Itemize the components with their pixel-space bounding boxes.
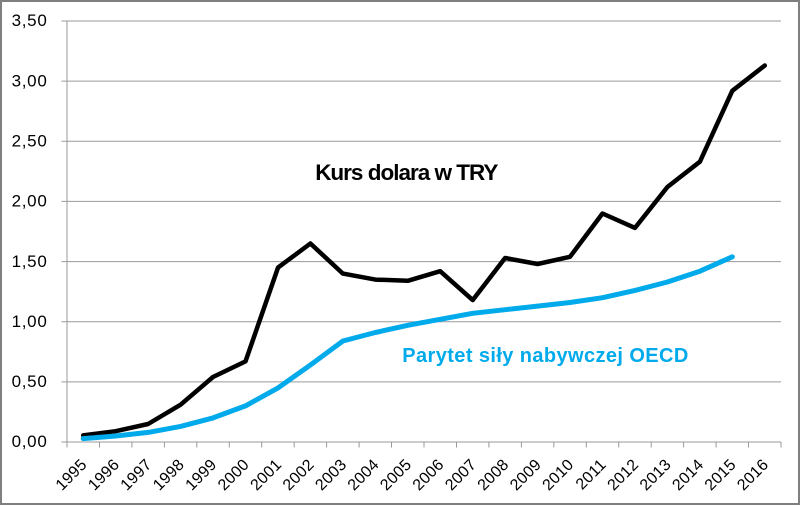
svg-text:2,00: 2,00 xyxy=(12,192,48,211)
svg-text:1,50: 1,50 xyxy=(12,252,48,271)
svg-text:0,50: 0,50 xyxy=(12,372,48,391)
svg-text:3,00: 3,00 xyxy=(12,71,48,90)
svg-text:3,50: 3,50 xyxy=(12,11,48,30)
svg-text:1,00: 1,00 xyxy=(12,312,48,331)
svg-text:Kurs dolara w TRY: Kurs dolara w TRY xyxy=(315,160,498,185)
svg-text:2,50: 2,50 xyxy=(12,132,48,151)
svg-text:0,00: 0,00 xyxy=(12,432,48,451)
svg-text:Parytet siły nabywczej OECD: Parytet siły nabywczej OECD xyxy=(402,345,688,367)
